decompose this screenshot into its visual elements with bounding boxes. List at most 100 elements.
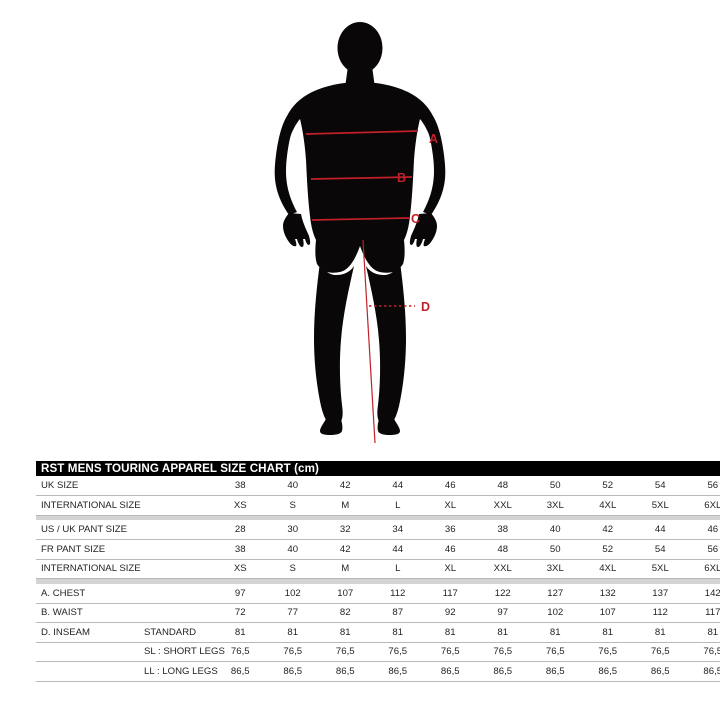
size-chart-table: RST MENS TOURING APPAREL SIZE CHART (cm)… — [36, 461, 720, 682]
table-cell: 102 — [529, 603, 582, 623]
table-cell: 5XL — [634, 495, 687, 516]
table-header-row: RST MENS TOURING APPAREL SIZE CHART (cm) — [36, 461, 720, 476]
table-cell: 81 — [214, 622, 267, 643]
row-sublabel: STANDARD — [140, 622, 214, 643]
table-cell: XL — [424, 495, 477, 516]
table-cell: 4XL — [581, 495, 634, 516]
table-cell: 46 — [424, 476, 477, 496]
table-cell: 42 — [319, 476, 372, 496]
row-sublabel — [140, 559, 214, 579]
table-cell: 127 — [529, 583, 582, 604]
table-spacer-row — [36, 578, 720, 584]
table-row: INTERNATIONAL SIZE XS S M L XL XXL 3XL 4XL 5XL 6XL — [36, 559, 720, 579]
table-cell: 77 — [266, 603, 319, 623]
table-cell: 132 — [581, 583, 634, 604]
table-cell: XS — [214, 559, 267, 579]
row-label: INTERNATIONAL SIZE — [36, 559, 141, 579]
table-cell: 38 — [476, 520, 529, 540]
table-cell: 76,5 — [424, 642, 477, 662]
table-cell: 81 — [424, 622, 477, 643]
table-cell: M — [319, 495, 372, 516]
row-label: FR PANT SIZE — [36, 539, 140, 560]
table-cell: 44 — [371, 476, 424, 496]
measure-label-b: B — [397, 171, 407, 185]
inseam-measure-line — [362, 239, 376, 444]
table-cell: S — [266, 559, 319, 579]
table-cell: 3XL — [529, 559, 582, 579]
table-cell: 32 — [319, 520, 372, 540]
table-cell: 34 — [371, 520, 424, 540]
table-row: LL : LONG LEGS 86,5 86,5 86,5 86,5 86,5 86,5 86… — [36, 661, 720, 682]
size-chart-table-body: RST MENS TOURING APPAREL SIZE CHART (cm)… — [36, 461, 720, 682]
table-cell: 40 — [529, 520, 582, 540]
measure-label-d: D — [421, 300, 431, 314]
row-label: A. CHEST — [36, 583, 140, 604]
table-cell: 76,5 — [686, 642, 720, 662]
table-cell: 4XL — [581, 559, 634, 579]
row-label: US / UK PANT SIZE — [36, 520, 140, 540]
table-cell: 28 — [214, 520, 267, 540]
table-cell: 92 — [424, 603, 477, 623]
table-cell: 112 — [371, 583, 424, 604]
chest-measure-line — [305, 130, 419, 135]
waist-measure-line — [310, 176, 413, 180]
row-sublabel: LL : LONG LEGS — [140, 661, 218, 682]
table-cell: 76,5 — [371, 642, 424, 662]
row-sublabel — [140, 476, 214, 496]
row-label: UK SIZE — [36, 476, 140, 496]
hip-measure-line — [311, 217, 410, 221]
row-sublabel — [140, 583, 214, 604]
row-label: B. WAIST — [36, 603, 140, 623]
table-cell: 40 — [266, 476, 319, 496]
table-cell: 142 — [686, 583, 720, 604]
table-cell: 76,5 — [476, 642, 529, 662]
table-cell: 50 — [529, 539, 582, 560]
table-cell: 86,5 — [371, 661, 424, 682]
table-cell: 30 — [266, 520, 319, 540]
table-cell: L — [371, 495, 424, 516]
measure-label-c: C — [411, 212, 421, 226]
table-cell: 40 — [266, 539, 319, 560]
table-cell: 76,5 — [214, 642, 267, 662]
table-cell: 3XL — [529, 495, 582, 516]
table-cell: 36 — [424, 520, 477, 540]
table-cell: 86,5 — [266, 661, 319, 682]
table-cell: 81 — [686, 622, 720, 643]
table-cell: 86,5 — [581, 661, 634, 682]
row-label: INTERNATIONAL SIZE — [36, 495, 141, 516]
table-cell: 107 — [581, 603, 634, 623]
table-cell: XXL — [476, 495, 529, 516]
table-cell: 50 — [529, 476, 582, 496]
table-cell: 76,5 — [266, 642, 319, 662]
table-cell: 46 — [686, 520, 720, 540]
table-cell: 72 — [214, 603, 267, 623]
table-cell: 6XL — [686, 559, 720, 579]
table-cell: 81 — [581, 622, 634, 643]
table-row: SL : SHORT LEGS 76,5 76,5 76,5 76,5 76,5 76,5 7… — [36, 642, 720, 662]
table-cell: 86,5 — [424, 661, 477, 682]
table-cell: 81 — [266, 622, 319, 643]
table-cell: 86,5 — [476, 661, 529, 682]
table-cell: S — [266, 495, 319, 516]
table-cell: 38 — [214, 539, 267, 560]
table-row: B. WAIST 72 77 82 87 92 97 102 107 112 117 — [36, 603, 720, 623]
table-cell: 137 — [634, 583, 687, 604]
table-cell: 82 — [319, 603, 372, 623]
table-cell: 42 — [319, 539, 372, 560]
table-cell: 81 — [371, 622, 424, 643]
table-cell: 81 — [476, 622, 529, 643]
table-cell: 112 — [634, 603, 687, 623]
table-cell: 76,5 — [529, 642, 582, 662]
table-cell: 56 — [686, 539, 720, 560]
table-cell: 38 — [214, 476, 267, 496]
table-cell: 117 — [686, 603, 720, 623]
row-sublabel — [140, 603, 214, 623]
table-row: INTERNATIONAL SIZE XS S M L XL XXL 3XL 4XL 5XL 6XL — [36, 495, 720, 516]
table-cell: XXL — [476, 559, 529, 579]
body-measurement-diagram: A B C D — [274, 22, 446, 444]
table-cell: 81 — [529, 622, 582, 643]
table-cell: L — [371, 559, 424, 579]
table-row: A. CHEST 97 102 107 112 117 122 127 132 137 142 — [36, 583, 720, 604]
table-cell: 86,5 — [529, 661, 582, 682]
